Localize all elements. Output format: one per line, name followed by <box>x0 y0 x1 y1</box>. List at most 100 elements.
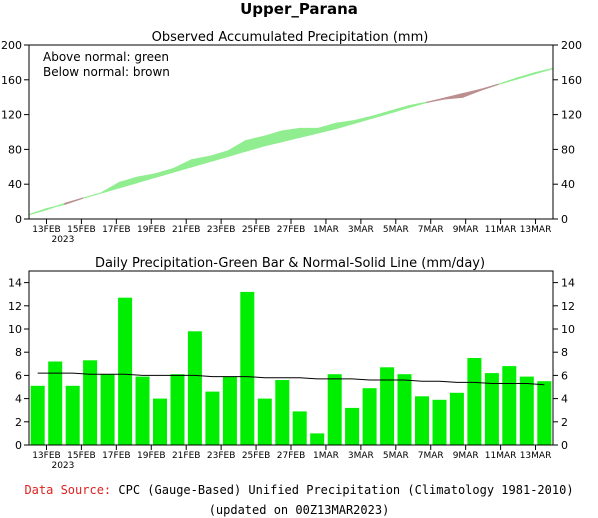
y-tick-label-right: 6 <box>561 369 568 382</box>
x-tick-label: 21FEB <box>172 451 201 461</box>
daily-precip-bar <box>397 374 412 445</box>
above-normal-segment <box>498 77 518 85</box>
y-tick-label-right: 2 <box>561 416 568 429</box>
y-tick-label-left: 200 <box>1 39 22 52</box>
daily-normal-line <box>37 372 545 386</box>
accumulated-chart: Observed Accumulated Precipitation (mm) … <box>1 30 582 245</box>
x-tick-label: 5MAR <box>383 451 409 461</box>
y-tick-label-right: 120 <box>561 109 582 122</box>
y-tick-label-left: 4 <box>15 393 22 406</box>
accumulated-area <box>28 67 554 216</box>
data-source-line: Data Source: CPC (Gauge-Based) Unified P… <box>0 483 598 497</box>
above-normal-segment <box>516 71 536 80</box>
daily-precip-bar <box>48 361 63 445</box>
daily-precip-bar <box>484 373 499 445</box>
above-normal-segment <box>299 127 319 138</box>
x-tick-label: 13MAR <box>520 225 552 235</box>
daily-precip-bar <box>65 385 80 445</box>
below-normal-segment <box>64 197 84 206</box>
x-tick-label: 27FEB <box>277 225 306 235</box>
y-tick-label-right: 4 <box>561 393 568 406</box>
y-tick-label-right: 40 <box>561 178 575 191</box>
below-normal-segment <box>426 97 446 103</box>
legend-above-normal: Above normal: green <box>43 50 169 64</box>
above-normal-segment <box>335 120 355 130</box>
daily-precip-bar <box>292 411 307 445</box>
daily-plot-frame <box>28 270 554 446</box>
above-normal-segment <box>227 139 247 158</box>
x-tick-label: 19FEB <box>137 225 166 235</box>
x-tick-label: 1MAR <box>313 451 339 461</box>
daily-precip-bar <box>30 385 45 445</box>
above-normal-segment <box>317 122 337 134</box>
daily-chart: Daily Precipitation-Green Bar & Normal-S… <box>8 256 575 471</box>
data-source-label: Data Source: <box>24 483 112 497</box>
daily-precip-bar <box>362 388 377 445</box>
y-tick-label-right: 160 <box>561 74 582 87</box>
x-tick-label: 15FEB <box>67 225 96 235</box>
x-tick-label: 21FEB <box>172 225 201 235</box>
y-tick-label-right: 200 <box>561 39 582 52</box>
x-tick-label: 7MAR <box>418 451 444 461</box>
x-year-label: 2023 <box>51 235 74 245</box>
y-tick-label-right: 12 <box>561 300 575 313</box>
above-normal-segment <box>245 135 265 152</box>
daily-precip-bar <box>502 366 517 445</box>
below-normal-segment <box>480 83 499 92</box>
y-tick-label-left: 2 <box>15 416 22 429</box>
updated-text: (updated on 00Z13MAR2023) <box>208 503 390 517</box>
y-tick-label-left: 0 <box>15 213 22 226</box>
above-normal-segment <box>191 155 211 168</box>
y-tick-label-left: 120 <box>1 109 22 122</box>
x-tick-label: 7MAR <box>418 225 444 235</box>
x-tick-label: 25FEB <box>242 451 271 461</box>
x-tick-label: 23FEB <box>207 451 236 461</box>
above-normal-segment <box>209 150 229 163</box>
legend-below-normal: Below normal: brown <box>43 65 170 79</box>
y-tick-label-left: 0 <box>15 439 22 452</box>
daily-precip-bar <box>449 392 464 445</box>
x-tick-label: 13FEB <box>32 225 61 235</box>
normal-line <box>37 372 545 386</box>
daily-precip-bar <box>257 398 272 445</box>
daily-precip-bar <box>327 374 342 445</box>
below-normal-segment <box>444 92 464 100</box>
daily-precip-bar <box>310 433 325 445</box>
accumulated-plot-frame <box>28 44 554 220</box>
y-tick-label-left: 6 <box>15 369 22 382</box>
y-tick-label-left: 160 <box>1 74 22 87</box>
x-tick-label: 17FEB <box>102 451 131 461</box>
accumulated-axes: 0 0 40 40 80 80 120 120 160 160 200 200 13FEB 15FEB 17… <box>1 39 582 245</box>
above-normal-segment <box>534 67 554 75</box>
y-tick-label-right: 0 <box>561 439 568 452</box>
x-tick-label: 25FEB <box>242 225 271 235</box>
daily-precip-bar <box>100 374 115 445</box>
x-tick-label: 13FEB <box>32 451 61 461</box>
above-normal-segment <box>154 167 175 178</box>
above-normal-segment <box>46 202 66 211</box>
x-tick-label: 23FEB <box>207 225 236 235</box>
y-tick-label-left: 80 <box>8 143 22 156</box>
x-tick-label: 5MAR <box>383 225 409 235</box>
x-tick-label: 15FEB <box>67 451 96 461</box>
x-year-label: 2023 <box>51 461 74 471</box>
daily-precip-bar <box>345 407 360 445</box>
daily-precip-bar <box>170 374 185 445</box>
daily-precip-bar <box>380 367 395 445</box>
data-source-text: CPC (Gauge-Based) Unified Precipitation … <box>118 483 574 497</box>
above-normal-segment <box>173 158 193 173</box>
daily-precip-bar <box>187 331 202 445</box>
daily-precip-bar <box>519 376 534 445</box>
above-normal-segment <box>389 105 409 114</box>
y-tick-label-left: 40 <box>8 178 22 191</box>
above-normal-segment <box>136 173 157 184</box>
x-tick-label: 9MAR <box>453 451 479 461</box>
daily-precip-bar <box>275 380 290 445</box>
above-normal-segment <box>371 110 391 119</box>
x-tick-label: 11MAR <box>485 225 517 235</box>
above-normal-segment <box>83 192 102 199</box>
above-normal-segment <box>118 176 138 189</box>
x-tick-label: 3MAR <box>348 451 374 461</box>
x-tick-label: 19FEB <box>137 451 166 461</box>
